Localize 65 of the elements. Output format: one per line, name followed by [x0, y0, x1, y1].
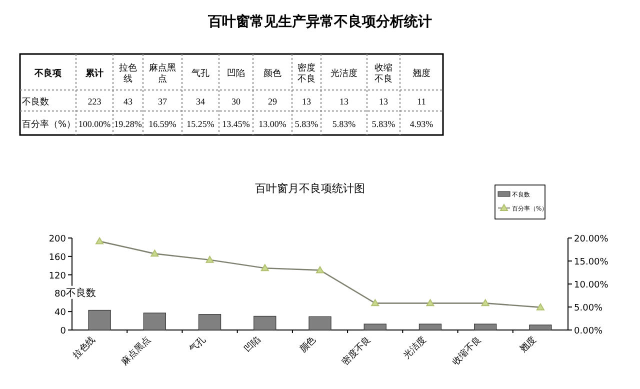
text: 43 — [124, 96, 132, 106]
y-tick-label: 200 — [48, 234, 66, 244]
chart-title: 百叶窗月不良项统计图 — [255, 182, 365, 195]
text: 19.28% — [114, 119, 142, 129]
text: 30 — [232, 96, 240, 106]
category-label: 翘度 — [412, 68, 430, 79]
x-tick-label: 光洁度 — [401, 334, 428, 362]
bar — [198, 314, 222, 330]
x-tick-label: 气孔 — [187, 334, 208, 355]
text: 13.45% — [222, 119, 250, 129]
text: 百叶窗常见生产异常不良项分析统计 — [207, 13, 432, 30]
category-label: 光洁度 — [330, 68, 358, 79]
x-tick-label: 翘度 — [518, 334, 539, 355]
category-label: 百分率（%） — [22, 120, 76, 130]
text: 5.83% — [332, 119, 356, 129]
y-tick-label: 40 — [54, 308, 66, 318]
category-label: 不良数 — [22, 98, 49, 108]
x-tick-label: 收缩不良 — [450, 334, 484, 368]
text: 11 — [417, 96, 426, 106]
text: 16.59% — [148, 119, 176, 129]
x-tick-label: 密度不良 — [340, 334, 374, 368]
y-tick-label: 0 — [60, 326, 66, 336]
text: 13.00% — [258, 119, 286, 129]
text: 100.00% — [78, 119, 111, 129]
text: 4.93% — [410, 119, 434, 129]
category-label: 凹陷 — [227, 68, 245, 79]
y2-tick-label: 5.00% — [574, 304, 604, 314]
text: 223 — [88, 96, 102, 106]
bar — [143, 312, 166, 330]
bar — [529, 324, 552, 330]
category-label: 累计 — [84, 68, 104, 79]
bar — [88, 310, 111, 330]
bar — [418, 324, 442, 330]
y-tick-label: 120 — [48, 271, 66, 282]
x-tick-label: 麻点黑点 — [120, 334, 153, 368]
category-label: 收缩不良 — [374, 62, 392, 84]
text: 13 — [379, 96, 388, 106]
text: 13 — [302, 96, 311, 106]
bar — [474, 324, 497, 330]
category-label: 颜色 — [264, 68, 282, 79]
category-label: 密度不良 — [298, 62, 316, 84]
y2-tick-label: 20.00% — [574, 234, 609, 244]
y-axis-title: 不良数 — [66, 286, 96, 299]
y2-tick-label: 15.00% — [574, 258, 609, 268]
y2-tick-label: 10.00% — [574, 280, 609, 290]
bar — [308, 316, 332, 330]
category-label: 麻点黑点 — [149, 62, 176, 84]
x-tick-label: 拉色线 — [70, 334, 98, 362]
x-tick-label: 凹陷 — [242, 334, 264, 355]
bar — [254, 316, 276, 330]
category-label: 拉色线 — [119, 62, 137, 84]
text: 34 — [196, 96, 205, 106]
y2-tick-label: 0.00% — [574, 326, 604, 336]
category-label: 气孔 — [192, 68, 210, 79]
text: 37 — [158, 96, 167, 106]
text: 13 — [340, 96, 348, 106]
text: 不良项 — [34, 68, 62, 79]
y-tick-label: 80 — [54, 290, 66, 300]
bar — [364, 324, 386, 330]
text: 5.83% — [372, 119, 396, 129]
x-tick-label: 颜色 — [298, 334, 318, 355]
text: 15.25% — [186, 119, 214, 129]
text: 5.83% — [294, 119, 318, 129]
text: 29 — [268, 96, 277, 106]
y-tick-label: 160 — [48, 252, 66, 263]
